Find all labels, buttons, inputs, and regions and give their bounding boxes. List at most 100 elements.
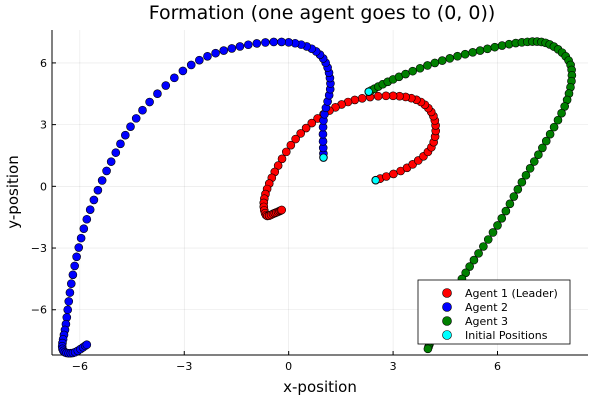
data-point — [445, 54, 455, 63]
data-point — [106, 157, 116, 166]
x-ticks: −6 −3 0 3 6 — [72, 351, 501, 373]
data-point — [153, 89, 162, 98]
data-point — [505, 199, 515, 209]
data-point — [319, 153, 328, 162]
data-point — [381, 172, 391, 181]
data-point — [261, 38, 270, 47]
data-point — [318, 137, 328, 146]
data-point — [269, 37, 279, 47]
y-tick-label: 0 — [40, 180, 47, 193]
data-point — [277, 154, 287, 164]
legend-label: Agent 3 — [465, 315, 508, 328]
data-point — [211, 48, 220, 58]
data-point — [277, 37, 286, 47]
data-point — [138, 105, 147, 115]
legend-marker — [442, 330, 452, 340]
data-point — [389, 169, 398, 179]
data-point — [281, 147, 291, 157]
x-axis-label: x-position — [283, 378, 357, 396]
data-point — [534, 150, 543, 160]
data-point — [97, 176, 107, 185]
y-axis-label: y-position — [4, 155, 22, 228]
data-point — [423, 344, 433, 354]
data-point — [318, 129, 328, 139]
data-point — [474, 249, 483, 258]
data-point — [186, 60, 196, 70]
data-point — [116, 139, 125, 149]
y-tick-label: −3 — [31, 242, 47, 255]
data-point — [243, 40, 253, 50]
data-point — [76, 233, 86, 243]
y-ticks: −6 −3 0 3 6 — [31, 57, 56, 317]
data-point — [277, 205, 287, 215]
data-point — [145, 97, 154, 107]
data-point — [227, 44, 237, 53]
data-point — [408, 66, 417, 76]
data-point — [63, 305, 73, 315]
data-point — [65, 288, 75, 297]
legend-marker — [442, 316, 452, 326]
legend-label: Agent 1 (Leader) — [465, 287, 558, 300]
data-point — [483, 44, 492, 54]
data-point — [488, 228, 498, 237]
data-point — [357, 93, 367, 103]
data-point — [521, 170, 531, 180]
data-point — [475, 46, 485, 55]
data-point — [178, 66, 188, 76]
data-point — [102, 166, 111, 176]
data-point — [415, 63, 425, 73]
data-point — [161, 81, 171, 90]
data-point — [501, 206, 511, 216]
data-point — [388, 91, 398, 101]
data-point — [286, 140, 296, 150]
data-point — [549, 122, 559, 132]
data-point — [371, 176, 380, 185]
data-point — [479, 242, 488, 251]
data-point — [111, 148, 121, 157]
data-point — [195, 55, 204, 65]
data-point — [509, 192, 519, 201]
data-point — [93, 185, 103, 195]
x-tick-label: −3 — [176, 360, 192, 373]
data-point — [469, 255, 479, 265]
data-point — [70, 261, 79, 271]
data-point — [296, 129, 306, 138]
legend-label: Agent 2 — [465, 301, 508, 314]
data-point — [85, 205, 95, 214]
series-3 — [319, 87, 380, 185]
y-tick-label: −6 — [31, 304, 47, 317]
x-tick-label: 6 — [494, 360, 501, 373]
data-point — [541, 136, 551, 146]
data-point — [68, 270, 78, 280]
data-point — [517, 177, 527, 187]
data-point — [490, 42, 500, 52]
data-point — [291, 134, 300, 144]
data-point — [545, 129, 555, 139]
data-point — [82, 214, 92, 224]
data-point — [121, 130, 130, 140]
axis-frame — [51, 30, 588, 356]
data-point — [525, 164, 535, 173]
data-point — [170, 73, 179, 83]
data-point — [483, 235, 493, 244]
data-point — [437, 56, 447, 65]
data-point — [460, 49, 470, 59]
data-point — [284, 38, 293, 47]
data-point — [423, 61, 432, 70]
data-point — [79, 224, 89, 233]
data-point — [301, 123, 311, 133]
x-tick-label: 0 — [285, 360, 292, 373]
data-point — [66, 279, 76, 288]
data-point — [497, 214, 507, 223]
data-point — [453, 51, 462, 61]
x-tick-label: 3 — [390, 360, 397, 373]
data-point — [373, 91, 383, 101]
data-point — [553, 115, 563, 125]
data-point — [468, 48, 478, 57]
data-point — [430, 58, 440, 68]
y-tick-label: 6 — [40, 57, 47, 70]
chart-title: Formation (one agent goes to (0, 0)) — [149, 2, 496, 24]
data-point — [89, 195, 99, 205]
legend-marker — [442, 288, 452, 298]
